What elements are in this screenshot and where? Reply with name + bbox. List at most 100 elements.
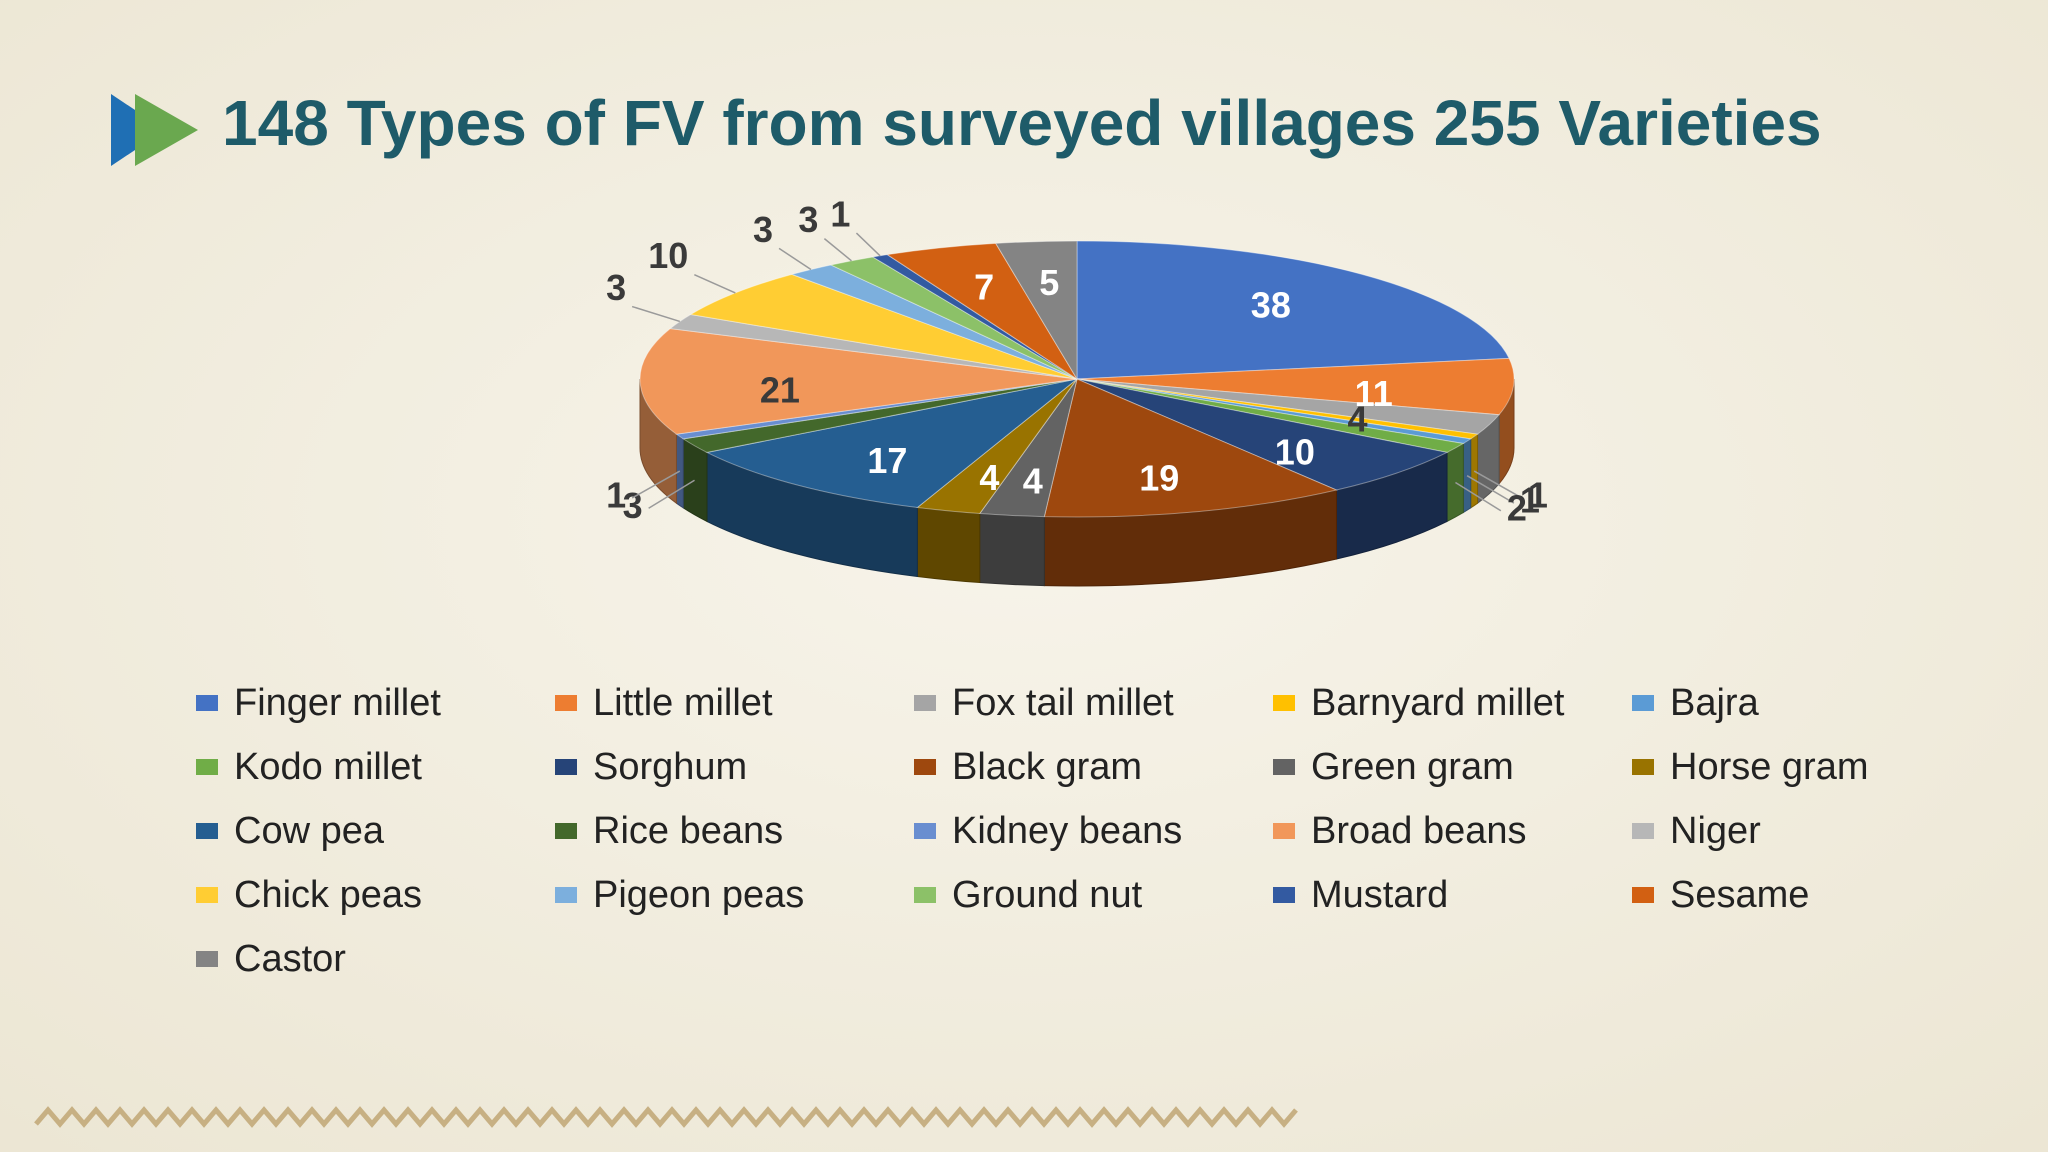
legend-marker	[196, 759, 218, 775]
pie-slice	[1076, 378, 1473, 445]
pie-slice	[916, 378, 1078, 515]
data-label: 3	[606, 267, 626, 308]
pie-slice	[829, 256, 1078, 380]
legend-marker	[196, 951, 218, 967]
pie-slice	[978, 378, 1078, 518]
data-label: 21	[760, 369, 800, 410]
legend-label: Finger millet	[234, 682, 441, 724]
legend-label: Fox tail millet	[952, 682, 1174, 724]
footer-decoration	[34, 1106, 1298, 1128]
data-label: 3	[798, 199, 818, 240]
legend-marker	[196, 887, 218, 903]
slice-side	[1446, 442, 1464, 523]
legend-label: Rice beans	[593, 810, 783, 852]
chart-title: 148 Types of FV from surveyed villages 2…	[222, 87, 1822, 159]
pie-slice	[994, 240, 1078, 381]
slice-side	[1462, 437, 1472, 514]
pie-slice	[689, 273, 1078, 380]
legend-label: Niger	[1670, 810, 1761, 852]
legend-label: Broad beans	[1311, 810, 1527, 852]
pie-slice	[1076, 240, 1510, 380]
data-label: 2	[1507, 487, 1527, 528]
data-label: 19	[1139, 458, 1179, 499]
pie-slice	[886, 242, 1078, 380]
data-label: 10	[648, 235, 688, 276]
data-label: 38	[1251, 284, 1291, 325]
legend-label: Sorghum	[593, 746, 747, 788]
data-label: 4	[1347, 399, 1367, 440]
legend-marker	[914, 823, 936, 839]
legend-label: Pigeon peas	[593, 874, 804, 916]
leader-line	[648, 479, 695, 509]
legend-label: Kidney beans	[952, 810, 1182, 852]
legend-marker	[1632, 823, 1654, 839]
legend-label: Mustard	[1311, 874, 1448, 916]
leader-line	[631, 305, 681, 323]
legend-marker	[555, 887, 577, 903]
pie-slice	[1076, 378, 1465, 453]
leader-line	[823, 238, 852, 262]
slice-side	[1470, 433, 1479, 509]
pie-slice	[675, 378, 1078, 440]
leader-line	[1466, 475, 1515, 504]
legend-label: Castor	[234, 938, 346, 980]
legend-label: Horse gram	[1670, 746, 1869, 788]
legend-marker	[1273, 695, 1295, 711]
data-label: 5	[1039, 262, 1059, 303]
legend-marker	[196, 695, 218, 711]
data-label: 4	[1023, 460, 1043, 501]
pie-slice	[1076, 378, 1449, 491]
legend-marker	[1632, 887, 1654, 903]
pie-slice	[1043, 378, 1339, 518]
slice-side	[979, 513, 1045, 587]
title-icon	[111, 94, 198, 166]
leader-line	[855, 232, 881, 257]
data-label: 11	[1355, 373, 1393, 414]
legend: Finger millet Little millet Fox tail mille…	[196, 682, 1869, 980]
legend-marker	[555, 823, 577, 839]
legend-label: Barnyard millet	[1311, 682, 1565, 724]
data-label: 1	[1528, 474, 1548, 515]
data-label: 4	[979, 457, 999, 498]
leader-line	[694, 273, 736, 294]
legend-marker	[1632, 759, 1654, 775]
legend-label: Chick peas	[234, 874, 422, 916]
leader-line	[1455, 481, 1502, 512]
legend-marker	[196, 823, 218, 839]
legend-marker	[555, 759, 577, 775]
pie-tops	[639, 240, 1515, 518]
data-label: 10	[1275, 431, 1315, 472]
legend-label: Cow pea	[234, 810, 385, 852]
pie-slice	[681, 378, 1078, 453]
legend-marker	[914, 887, 936, 903]
legend-label: Ground nut	[952, 874, 1143, 916]
legend-label: Kodo millet	[234, 746, 422, 788]
slice-side	[682, 437, 708, 523]
data-label: 1	[830, 194, 850, 235]
legend-label: Bajra	[1670, 682, 1760, 724]
legend-marker	[914, 695, 936, 711]
pie-slice	[1076, 378, 1501, 435]
pie-slice	[639, 328, 1078, 435]
pie-slice	[1076, 378, 1479, 440]
slice-side	[675, 433, 684, 509]
legend-label: Little millet	[593, 682, 773, 724]
legend-marker	[1632, 695, 1654, 711]
leader-line	[631, 470, 681, 499]
pie-slice	[705, 378, 1078, 508]
slice-side	[916, 506, 981, 584]
legend-marker	[1273, 887, 1295, 903]
legend-label: Sesame	[1670, 874, 1809, 916]
data-label: 3	[753, 209, 773, 250]
legend-label: Green gram	[1311, 746, 1514, 788]
legend-marker	[914, 759, 936, 775]
data-label: 1	[1520, 480, 1540, 521]
data-label: 7	[974, 266, 994, 307]
leader-line	[778, 247, 812, 271]
data-label: 1	[606, 474, 626, 515]
legend-marker	[1273, 759, 1295, 775]
leader-line	[1473, 470, 1523, 499]
legend-marker	[1273, 823, 1295, 839]
